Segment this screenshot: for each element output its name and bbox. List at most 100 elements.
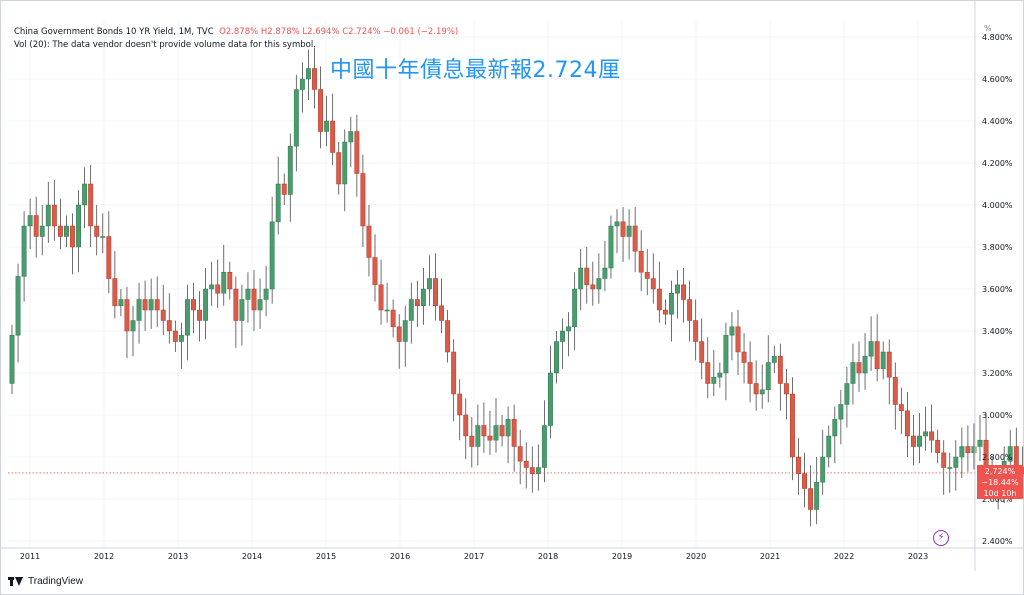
candle-body bbox=[850, 362, 856, 384]
candle-body bbox=[584, 267, 590, 286]
ohlc-values: O2.878% H2.878% L2.694% C2.724% −0.061 (… bbox=[219, 27, 459, 37]
y-tick-label: 4.200% bbox=[982, 159, 1013, 168]
candle-body bbox=[541, 425, 547, 468]
y-tick-label: 4.400% bbox=[982, 117, 1013, 126]
x-tick-label: 2017 bbox=[464, 552, 484, 561]
candle-body bbox=[493, 425, 499, 441]
candle-body bbox=[372, 257, 378, 286]
candle-body bbox=[687, 299, 693, 321]
candle-body bbox=[251, 288, 257, 311]
candle-body bbox=[287, 145, 293, 195]
candle-body bbox=[650, 278, 656, 290]
candle-body bbox=[511, 418, 517, 447]
candle-body bbox=[578, 267, 584, 290]
candle-body bbox=[172, 330, 178, 342]
y-tick-label: 3.800% bbox=[982, 243, 1013, 252]
candle-body bbox=[626, 225, 632, 237]
candle-body bbox=[148, 299, 154, 311]
candle-body bbox=[1007, 446, 1013, 462]
candle-body bbox=[481, 425, 487, 437]
candle-body bbox=[596, 278, 602, 290]
candle-body bbox=[590, 284, 596, 290]
x-tick-label: 2019 bbox=[612, 552, 632, 561]
headline-annotation: 中國十年債息最新報2.724厘 bbox=[330, 58, 621, 83]
candle-body bbox=[215, 284, 221, 294]
candle-body bbox=[445, 320, 451, 353]
x-axis: 2011 2012 2013 2014 2015 2016 2017 2018 2019 2020… bbox=[0, 547, 1024, 561]
candle-body bbox=[360, 173, 366, 227]
candle-body bbox=[771, 355, 777, 363]
candle-body bbox=[233, 288, 239, 321]
candle-body bbox=[741, 351, 747, 363]
candle-body bbox=[293, 89, 299, 147]
candle-body bbox=[263, 288, 269, 300]
candle-body bbox=[874, 341, 880, 370]
x-tick-label: 2015 bbox=[316, 552, 336, 561]
candle-body bbox=[197, 309, 203, 321]
chart-legend: China Government Bonds 10 YR Yield, 1M, … bbox=[14, 26, 458, 52]
candle-body bbox=[929, 431, 935, 441]
tradingview-logo-icon bbox=[8, 577, 24, 586]
candle-body bbox=[505, 418, 511, 437]
candle-body bbox=[21, 225, 27, 277]
lightning-icon[interactable]: ⚡ bbox=[933, 530, 949, 546]
candle-body bbox=[88, 183, 94, 227]
y-tick-label: 4.600% bbox=[982, 75, 1013, 84]
candle-body bbox=[826, 435, 832, 458]
y-tick-label: 3.000% bbox=[982, 411, 1013, 420]
candle-body bbox=[838, 404, 844, 420]
candle-body bbox=[620, 221, 626, 237]
y-tick-label: 2.600% bbox=[982, 495, 1013, 504]
candle-body bbox=[275, 183, 281, 223]
candle-body bbox=[324, 120, 330, 132]
candle-body bbox=[681, 284, 686, 300]
candle-body bbox=[566, 326, 572, 332]
grid-lines bbox=[8, 20, 975, 548]
candle-body bbox=[911, 435, 916, 447]
candle-body bbox=[221, 271, 227, 294]
candle-body bbox=[439, 305, 445, 321]
candle-body bbox=[160, 309, 166, 321]
candle-body bbox=[118, 299, 124, 307]
candle-body bbox=[917, 435, 922, 447]
candle-body bbox=[632, 225, 638, 252]
candle-body bbox=[638, 250, 644, 273]
candle-body bbox=[203, 288, 209, 321]
candle-body bbox=[717, 372, 723, 378]
candle-body bbox=[880, 351, 886, 370]
candle-body bbox=[166, 320, 172, 332]
candle-body bbox=[414, 299, 420, 307]
tradingview-branding[interactable]: TradingView bbox=[8, 576, 83, 587]
last-price-change: −18.44% bbox=[981, 478, 1019, 487]
candle-body bbox=[112, 278, 118, 307]
candle-body bbox=[844, 383, 850, 405]
candle-body bbox=[318, 89, 324, 132]
y-tick-label: 3.400% bbox=[982, 327, 1013, 336]
candle-body bbox=[487, 435, 493, 441]
candle-body bbox=[433, 278, 438, 307]
candle-body bbox=[886, 351, 892, 378]
candle-body bbox=[269, 221, 275, 290]
candle-body bbox=[560, 330, 565, 342]
candle-body bbox=[463, 414, 469, 437]
candle-body bbox=[427, 278, 432, 290]
candle-body bbox=[76, 204, 81, 248]
candle-body bbox=[402, 320, 408, 342]
candle-body bbox=[554, 341, 559, 374]
candle-body bbox=[802, 473, 807, 489]
candle-body bbox=[469, 435, 475, 447]
candle-body bbox=[965, 446, 971, 454]
last-price-tag: 2.724% −18.44% 10d 10h bbox=[977, 465, 1023, 499]
x-tick-label: 2011 bbox=[20, 552, 40, 561]
candle-body bbox=[747, 362, 753, 384]
candle-body bbox=[862, 355, 868, 374]
y-tick-label: 2.800% bbox=[982, 453, 1013, 462]
volume-note: Vol (20): The data vendor doesn't provid… bbox=[14, 40, 316, 50]
y-axis: 2.400% 2.600% 2.800% 3.000% 3.200% 3.400% 3.60… bbox=[974, 0, 1013, 571]
candle-body bbox=[669, 292, 674, 315]
candle-body bbox=[451, 351, 457, 395]
x-tick-label: 2020 bbox=[686, 552, 706, 561]
candle-body bbox=[396, 326, 402, 342]
candle-body bbox=[499, 425, 505, 437]
